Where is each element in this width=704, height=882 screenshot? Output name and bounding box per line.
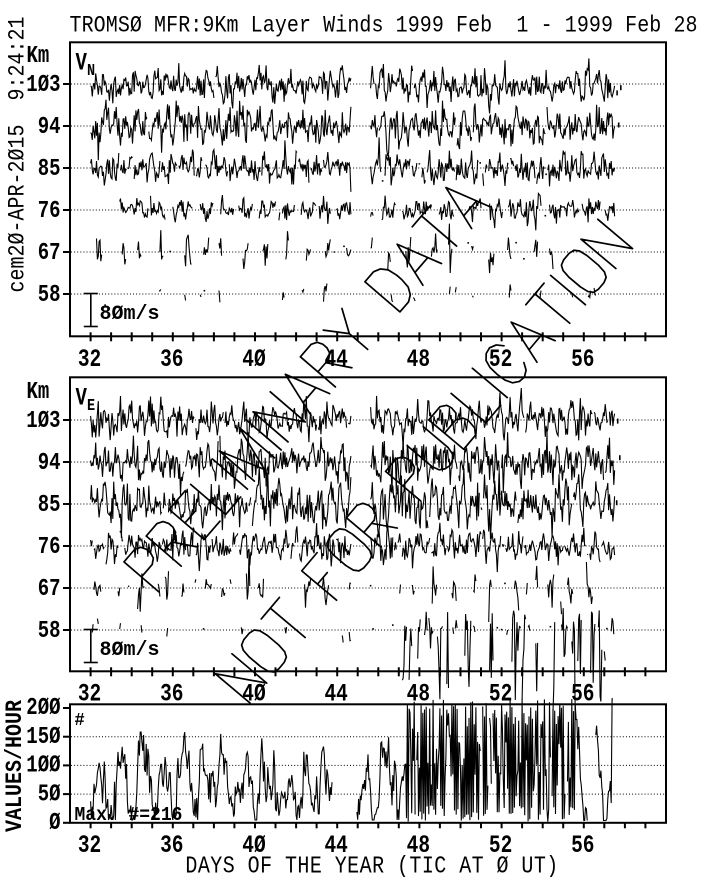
- svg-text:15Ø: 15Ø: [26, 724, 60, 751]
- svg-text:1ØØ: 1ØØ: [26, 753, 60, 780]
- svg-text:76: 76: [38, 534, 61, 561]
- svg-text:N: N: [87, 61, 95, 81]
- svg-text:67: 67: [38, 576, 61, 603]
- svg-text:Max. #=216: Max. #=216: [75, 803, 183, 826]
- svg-text:32: 32: [78, 345, 101, 374]
- svg-text:Km: Km: [27, 379, 50, 406]
- svg-text:48: 48: [407, 345, 430, 374]
- svg-text:94: 94: [38, 450, 61, 477]
- svg-text:1Ø3: 1Ø3: [26, 72, 60, 99]
- svg-text:4Ø: 4Ø: [242, 679, 266, 708]
- svg-text:76: 76: [38, 198, 61, 225]
- svg-text:48: 48: [407, 831, 430, 860]
- svg-text:85: 85: [38, 492, 61, 519]
- svg-text:2ØØ: 2ØØ: [26, 695, 60, 722]
- svg-text:36: 36: [160, 831, 183, 860]
- svg-text:56: 56: [571, 345, 594, 374]
- svg-text:52: 52: [489, 679, 512, 708]
- svg-text:48: 48: [407, 679, 430, 708]
- svg-text:44: 44: [324, 679, 347, 708]
- svg-text:52: 52: [489, 831, 512, 860]
- svg-text:94: 94: [38, 114, 61, 141]
- svg-text:58: 58: [38, 282, 61, 309]
- svg-text:VALUES/HOUR: VALUES/HOUR: [3, 700, 29, 832]
- svg-text:V: V: [76, 384, 88, 412]
- svg-text:8Øm/s: 8Øm/s: [100, 639, 160, 662]
- svg-text:Ø: Ø: [49, 810, 60, 837]
- svg-text:8Øm/s: 8Øm/s: [100, 303, 160, 326]
- svg-text:85: 85: [38, 156, 61, 183]
- svg-text:4Ø: 4Ø: [242, 345, 266, 374]
- svg-text:E: E: [87, 396, 95, 416]
- svg-text:32: 32: [78, 831, 101, 860]
- svg-text:58: 58: [38, 618, 61, 645]
- svg-text:5Ø: 5Ø: [38, 782, 61, 809]
- svg-text:44: 44: [324, 831, 347, 860]
- svg-text:52: 52: [489, 345, 512, 374]
- svg-text:56: 56: [571, 679, 594, 708]
- svg-text:TROMSØ MFR:9Km Layer Winds 199: TROMSØ MFR:9Km Layer Winds 1999 Feb 1 - …: [70, 13, 698, 39]
- svg-text:#: #: [75, 710, 85, 731]
- svg-text:32: 32: [78, 679, 101, 708]
- svg-text:Km: Km: [27, 43, 50, 70]
- svg-text:cem2Ø-APR-2Ø15 9:24:21: cem2Ø-APR-2Ø15 9:24:21: [5, 17, 31, 293]
- svg-text:56: 56: [571, 831, 594, 860]
- svg-text:V: V: [76, 49, 88, 77]
- svg-text:DAYS OF THE YEAR (TIC AT Ø UT): DAYS OF THE YEAR (TIC AT Ø UT): [185, 853, 558, 877]
- svg-text:4Ø: 4Ø: [242, 831, 266, 860]
- svg-text:1Ø3: 1Ø3: [26, 408, 60, 435]
- svg-text:36: 36: [160, 679, 183, 708]
- svg-text:67: 67: [38, 240, 61, 267]
- svg-text:36: 36: [160, 345, 183, 374]
